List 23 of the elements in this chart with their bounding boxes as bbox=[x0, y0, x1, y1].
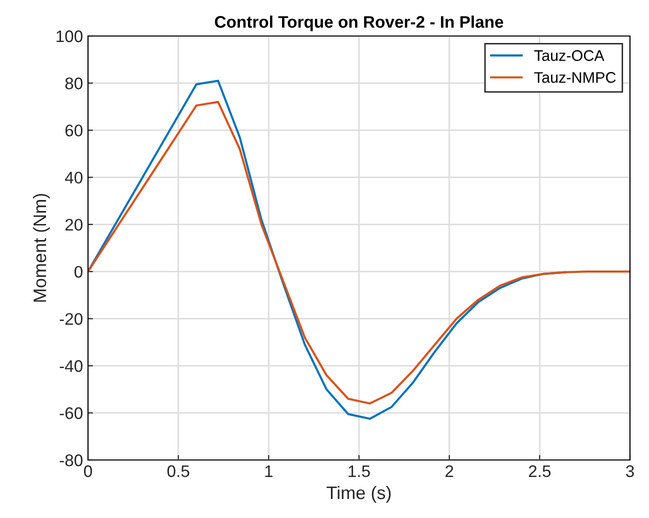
y-axis-title: Moment (Nm) bbox=[32, 194, 50, 302]
y-tick-label: 100 bbox=[56, 30, 82, 42]
legend-label: Tauz-NMPC bbox=[534, 72, 616, 83]
y-tick-label: 40 bbox=[64, 172, 82, 184]
legend-label: Tauz-OCA bbox=[534, 50, 604, 61]
line-series bbox=[88, 100, 630, 405]
x-axis-title: Time (s) bbox=[326, 486, 391, 503]
chart-title: Control Torque on Rover-2 - In Plane bbox=[214, 16, 504, 32]
x-tick-label: 1 bbox=[265, 465, 272, 477]
x-tick-label: 3 bbox=[626, 465, 634, 478]
y-tick-label: 20 bbox=[65, 218, 82, 231]
x-tick-label: 0.5 bbox=[167, 465, 190, 478]
y-tick-label: 80 bbox=[65, 78, 82, 90]
x-tick-label: 2 bbox=[446, 465, 454, 477]
y-tick-label: 0 bbox=[74, 266, 82, 278]
y-tick-label: -80 bbox=[60, 454, 82, 466]
x-tick-label: 1.5 bbox=[348, 465, 370, 478]
y-tick-label: -20 bbox=[60, 313, 82, 325]
x-tick-label: 2.5 bbox=[528, 465, 551, 478]
y-tick-label: -40 bbox=[60, 360, 82, 372]
x-tick-label: 0 bbox=[84, 465, 92, 478]
y-tick-label: 60 bbox=[65, 124, 82, 136]
y-tick-label: -60 bbox=[60, 407, 82, 420]
